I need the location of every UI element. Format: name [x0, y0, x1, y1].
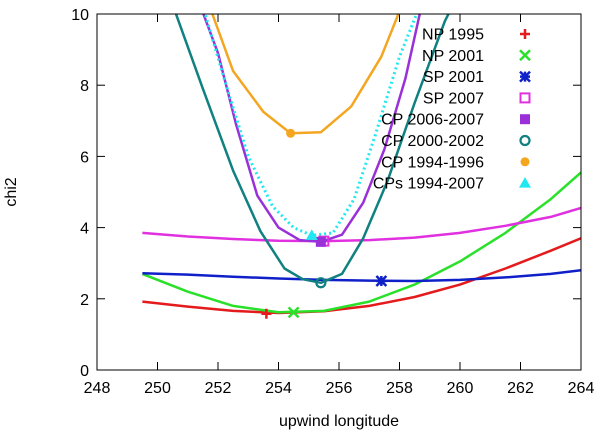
legend-marker-5	[520, 114, 530, 125]
series-line-3	[142, 269, 581, 283]
x-tick-label: 264	[568, 380, 595, 397]
best-fit-marker-8	[305, 229, 318, 240]
x-axis-label: upwind longitude	[279, 413, 399, 430]
legend-label-4: SP 2007	[423, 90, 484, 107]
best-fit-marker-3	[375, 275, 388, 287]
legend-label-1: NP 1995	[422, 27, 484, 44]
legend-marker-4	[519, 92, 531, 104]
series-line-5	[202, 14, 422, 244]
x-tick-label: 256	[326, 380, 353, 397]
y-tick-label: 0	[80, 363, 89, 380]
legend-marker-7	[520, 157, 530, 167]
x-tick-label: 262	[507, 380, 534, 397]
legend-marker-1	[520, 29, 530, 39]
legend-marker-6	[519, 134, 531, 147]
best-fit-marker-2	[287, 306, 300, 319]
legend-marker-8	[519, 177, 531, 188]
legend-label-7: CP 1994-1996	[381, 154, 484, 171]
best-fit-marker-6	[315, 277, 327, 289]
series-line-8	[203, 14, 419, 237]
best-fit-marker-5	[315, 236, 326, 247]
series-line-4	[142, 206, 581, 243]
series-line-7	[211, 14, 400, 135]
series-lines	[141, 14, 581, 315]
best-fit-marker-7	[286, 128, 296, 138]
legend-marker-2	[519, 49, 531, 62]
x-tick-label: 248	[84, 380, 111, 397]
y-tick-label: 6	[80, 149, 89, 166]
legend-marker-3	[519, 70, 531, 83]
x-tick-label: 250	[144, 380, 171, 397]
y-tick-label: 8	[80, 78, 89, 95]
y-tick-label: 10	[71, 7, 89, 24]
x-tick-label: 260	[447, 380, 474, 397]
legend-label-5: CP 2006-2007	[381, 112, 484, 129]
legend: NP 1995 NP 2001 SP 2001 SP 2007 CP 2006-2007…	[373, 27, 531, 193]
y-tick-label: 4	[80, 221, 89, 238]
legend-label-3: SP 2001	[423, 69, 484, 86]
tick-labels: 248 250 252 254 256 258 260 262 264 0 2 4 6 8 10	[71, 7, 594, 397]
legend-label-8: CPs 1994-2007	[373, 176, 484, 193]
series-line-1	[142, 237, 581, 315]
legend-label-6: CP 2000-2002	[381, 133, 484, 150]
y-axis-label: chi2	[3, 177, 20, 206]
plot-frame	[96, 13, 582, 371]
best-fit-markers	[261, 128, 388, 319]
y-tick-label: 2	[80, 292, 89, 309]
x-tick-label: 252	[205, 380, 232, 397]
x-tick-label: 258	[386, 380, 413, 397]
legend-label-2: NP 2001	[422, 48, 484, 65]
series-line-6	[174, 14, 450, 285]
best-fit-marker-1	[261, 308, 272, 319]
axis-ticks	[96, 13, 582, 371]
x-tick-label: 254	[265, 380, 292, 397]
